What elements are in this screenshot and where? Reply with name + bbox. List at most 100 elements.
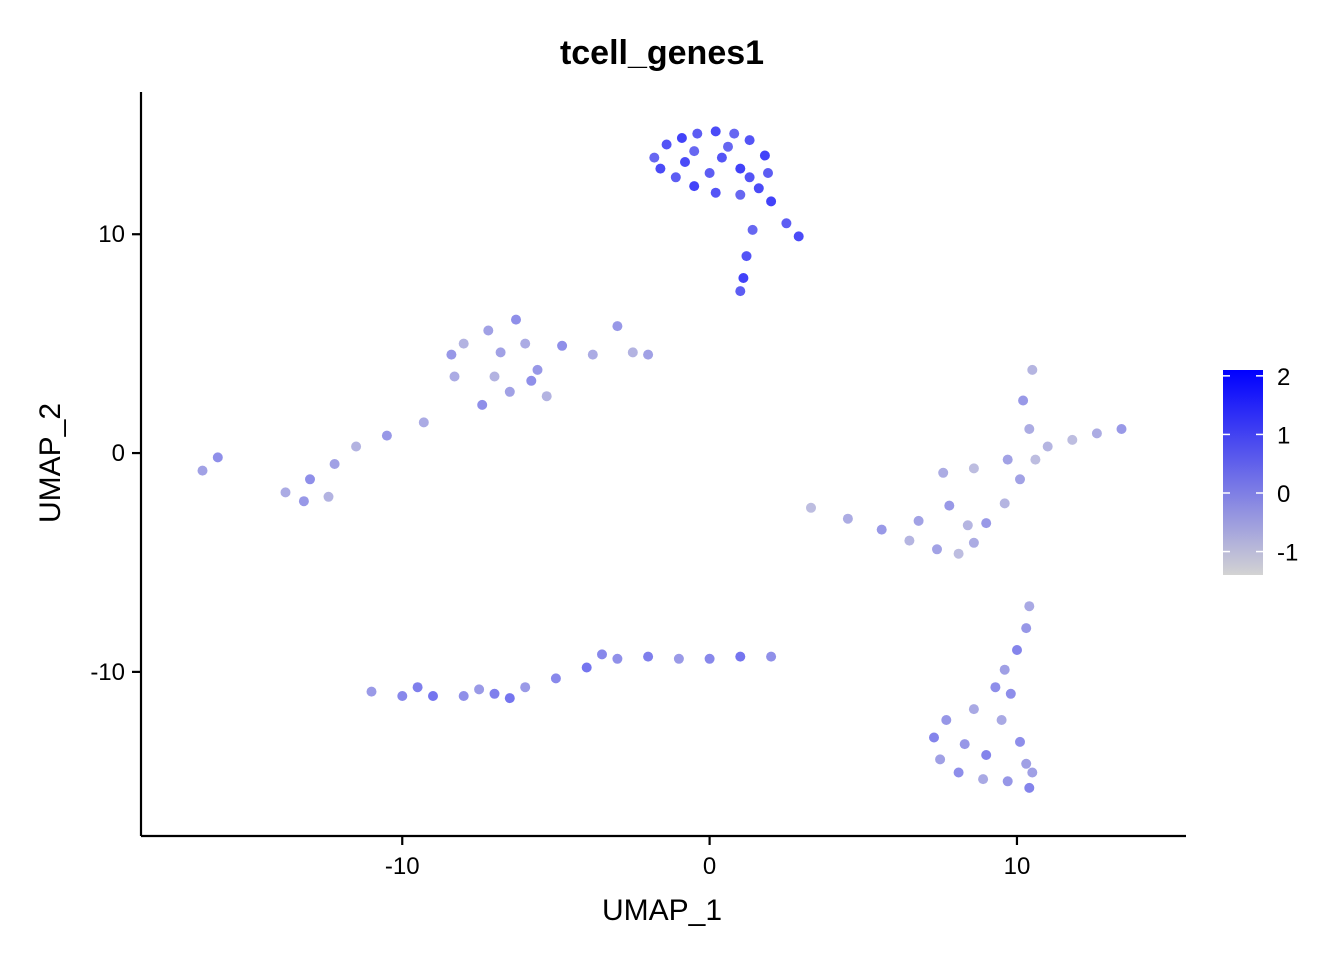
data-point [612, 653, 623, 664]
data-point [953, 548, 964, 559]
data-point [557, 340, 568, 351]
axes: -10 0 10 -10 0 10 [90, 92, 1186, 880]
data-point [1024, 601, 1035, 612]
data-point [329, 459, 340, 469]
data-point [489, 371, 500, 382]
data-point [298, 496, 309, 507]
data-point [1024, 782, 1035, 793]
data-point [597, 649, 607, 660]
data-point [280, 487, 291, 498]
data-point [941, 715, 952, 725]
data-point [738, 273, 749, 283]
data-point [735, 163, 746, 174]
data-point [996, 715, 1007, 725]
data-point [627, 347, 638, 358]
data-point [305, 474, 315, 485]
colorbar-label: 1 [1277, 422, 1290, 449]
data-point [710, 187, 721, 198]
y-tick-label: -10 [90, 659, 125, 686]
data-point [1021, 623, 1032, 634]
data-point [612, 321, 623, 332]
data-point [716, 152, 727, 163]
data-point [968, 537, 979, 548]
data-point [842, 513, 853, 524]
data-point [710, 126, 721, 137]
data-point [938, 467, 949, 478]
data-point [793, 231, 804, 242]
cluster-bottom [366, 649, 777, 704]
x-axis-title: UMAP_1 [602, 894, 722, 927]
data-point [929, 732, 939, 743]
data-point [581, 662, 592, 673]
data-point [397, 691, 408, 701]
y-tick-label: 0 [112, 440, 125, 467]
data-point [968, 463, 979, 474]
data-point [673, 653, 684, 664]
data-point [428, 691, 438, 701]
data-point [1021, 758, 1032, 769]
chart-title: tcell_genes1 [560, 34, 764, 72]
cluster-upper-left [197, 314, 654, 507]
data-point [489, 688, 500, 699]
data-point [418, 417, 429, 428]
data-point [532, 364, 543, 375]
data-point [723, 141, 733, 152]
data-point [953, 767, 964, 778]
colorbar [1223, 370, 1263, 575]
data-point [904, 535, 915, 546]
data-point [766, 651, 777, 662]
data-point [759, 150, 770, 161]
colorbar-label: -1 [1277, 540, 1298, 567]
data-point [753, 183, 764, 194]
data-point [1018, 395, 1029, 406]
data-point [735, 286, 746, 297]
data-point [680, 157, 690, 167]
data-point [935, 754, 946, 765]
colorbar-label: 2 [1277, 364, 1290, 391]
data-point [197, 465, 208, 476]
data-point [649, 152, 660, 163]
data-point [763, 168, 773, 178]
data-point [806, 502, 816, 513]
data-point [978, 774, 989, 785]
data-point [477, 399, 488, 410]
data-point [735, 651, 746, 662]
data-point [366, 686, 377, 697]
data-point [1015, 736, 1025, 747]
data-point [587, 349, 598, 360]
data-point [520, 338, 531, 349]
data-point [689, 146, 700, 157]
data-point [643, 349, 654, 360]
data-point [1024, 424, 1035, 434]
data-point [1002, 776, 1013, 787]
data-point [1116, 424, 1127, 434]
data-point [1012, 645, 1022, 655]
data-point [655, 163, 666, 174]
data-point [704, 653, 715, 664]
data-point [1042, 441, 1053, 452]
cluster-right [806, 364, 1127, 559]
data-point [520, 682, 531, 693]
data-point [212, 452, 223, 463]
data-point [781, 218, 792, 229]
data-point [643, 651, 654, 662]
data-point [458, 338, 469, 349]
data-point [541, 391, 552, 402]
cluster-lower-right [929, 601, 1038, 793]
data-point [999, 498, 1010, 509]
data-point [744, 135, 755, 146]
data-point [689, 181, 700, 192]
data-point [1027, 364, 1038, 375]
data-point [744, 172, 755, 183]
data-point [766, 196, 777, 207]
data-point [999, 664, 1010, 675]
data-point [1030, 454, 1041, 465]
x-tick-label: -10 [385, 853, 420, 880]
data-point [1015, 474, 1025, 485]
cluster-top [649, 126, 804, 297]
data-point [446, 349, 457, 360]
data-point [504, 386, 515, 397]
data-point [458, 691, 469, 701]
